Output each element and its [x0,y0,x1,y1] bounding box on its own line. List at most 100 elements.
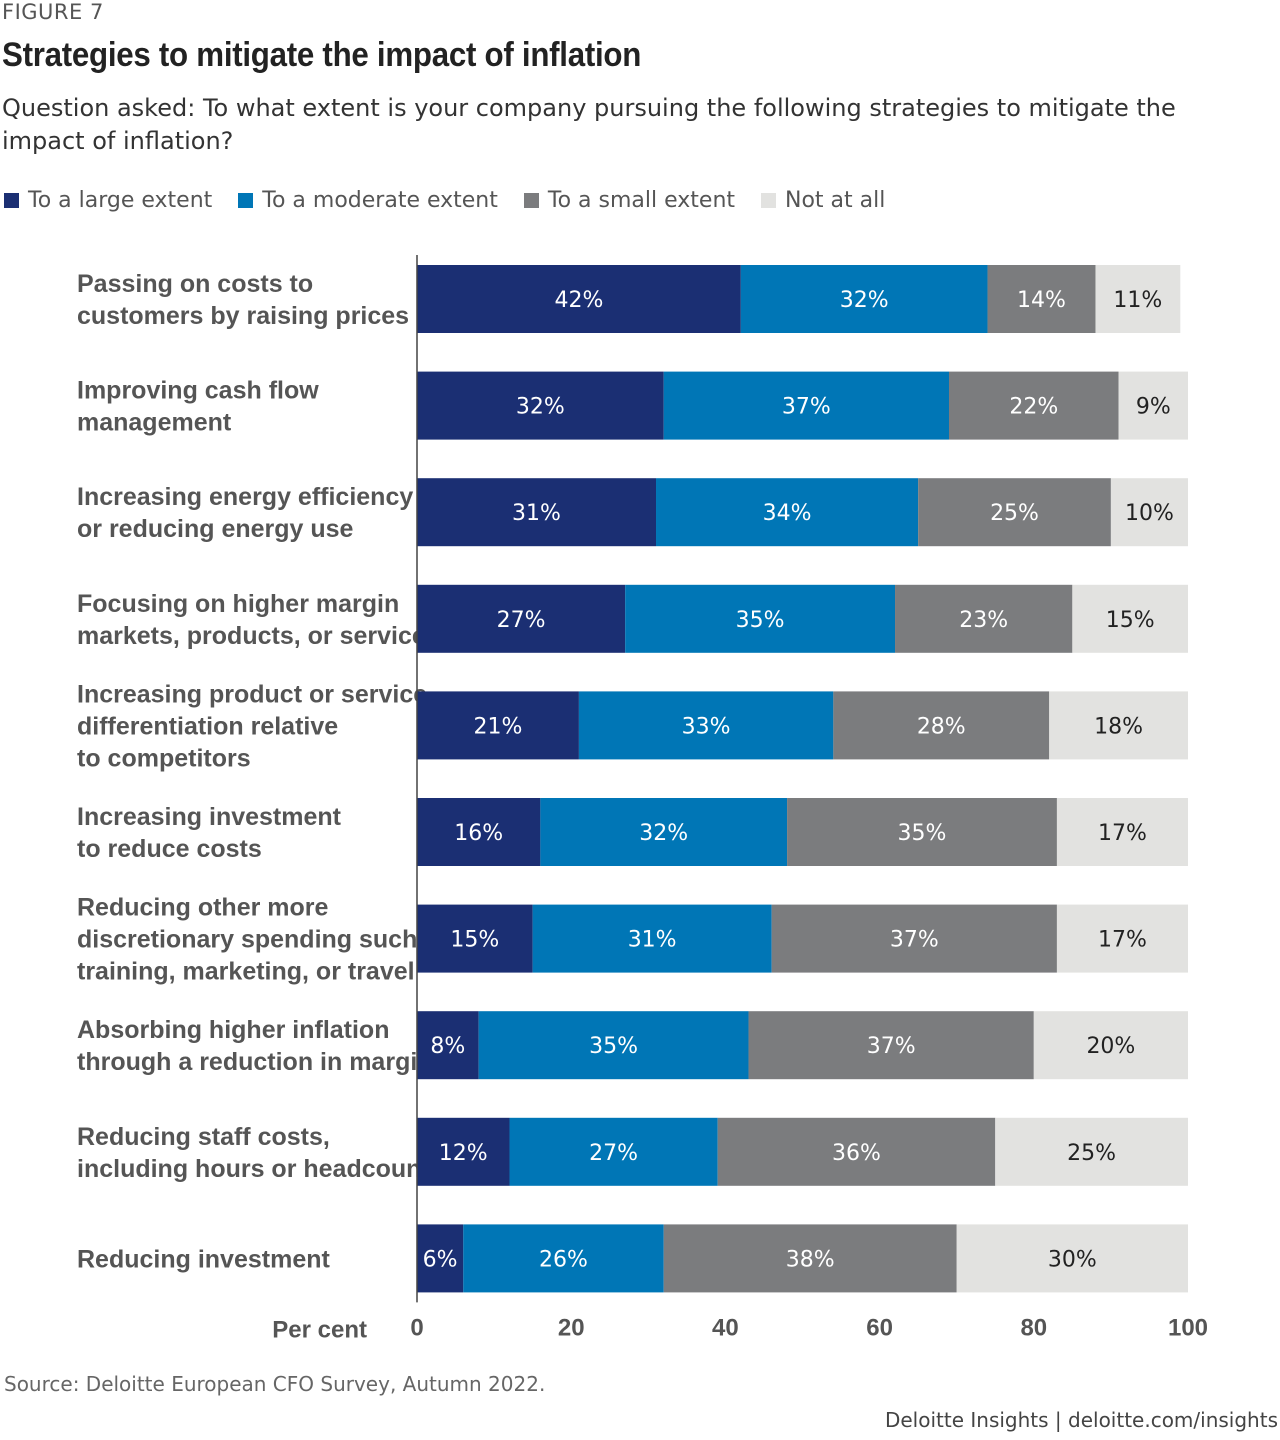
bar-segment-moderate [740,265,988,333]
bar-segment-none [1072,584,1188,653]
data-label-large: 6% [423,1247,458,1272]
data-label-moderate: 35% [736,608,785,633]
data-label-large: 12% [439,1141,488,1166]
bar-segment-none [1095,265,1181,333]
data-label-small: 14% [1017,288,1066,313]
data-label-large: 42% [554,288,603,313]
legend-item-large: To a large extent [4,188,212,213]
bar-segment-moderate [532,904,772,973]
bar-segment-moderate [540,798,788,866]
legend: To a large extent To a moderate extent T… [4,188,885,213]
data-label-large: 15% [450,928,499,953]
data-label-none: 30% [1048,1247,1097,1272]
bar-segment-small [918,478,1111,547]
bar-segment-large [417,798,541,866]
data-label-moderate: 32% [840,288,889,313]
data-label-large: 31% [512,501,561,526]
category-label: Increasing investment to reduce costs [77,803,342,863]
bar-segment-small [987,265,1096,333]
data-label-none: 18% [1094,714,1143,739]
bar-segment-large [417,371,664,440]
data-label-small: 22% [1009,395,1058,420]
data-label-none: 25% [1067,1141,1116,1166]
bar-segment-moderate [463,1224,664,1293]
bar-segment-none [1049,691,1188,760]
data-label-moderate: 37% [782,395,831,420]
data-label-moderate: 27% [589,1141,638,1166]
data-label-none: 11% [1113,288,1162,313]
data-label-moderate: 34% [763,501,812,526]
data-label-none: 15% [1106,608,1155,633]
data-label-small: 37% [867,1034,916,1059]
source-note: Source: Deloitte European CFO Survey, Au… [4,1372,546,1396]
legend-label-none: Not at all [785,188,886,213]
data-label-small: 37% [890,928,939,953]
bar-segment-large [417,1117,510,1186]
data-label-moderate: 32% [639,821,688,846]
category-label: Passing on costs to customers by raising … [77,270,409,330]
category-label: Reducing investment [77,1245,330,1273]
data-label-small: 28% [917,714,966,739]
legend-item-none: Not at all [761,188,885,213]
legend-label-small: To a small extent [547,188,736,213]
legend-swatch-none [761,193,777,208]
data-label-small: 23% [959,608,1008,633]
x-tick-label: 20 [558,1314,585,1341]
bar-segment-moderate [663,371,949,440]
chart-title: Strategies to mitigate the impact of inf… [2,36,642,74]
chart-subtitle: Question asked: To what extent is your c… [2,94,1176,155]
x-tick-label: 80 [1020,1314,1047,1341]
bar-segment-none [1110,478,1188,547]
category-label: Improving cash flow management [77,377,319,437]
legend-item-small: To a small extent [523,188,736,213]
category-label: Focusing on higher margin markets, produc… [77,590,440,650]
x-tick-label: 60 [866,1314,893,1341]
legend-swatch-moderate [238,193,254,208]
bar-segment-large [417,1011,479,1080]
bar-segment-none [995,1117,1188,1186]
bar-segment-none [1056,904,1188,973]
bar-segment-none [1056,798,1188,866]
data-label-none: 20% [1086,1034,1135,1059]
legend-item-moderate: To a moderate extent [238,188,498,213]
data-label-small: 36% [832,1141,881,1166]
figure-label: FIGURE 7 [2,0,104,24]
data-label-moderate: 26% [539,1247,588,1272]
bar-segment-none [1033,1011,1188,1080]
data-label-large: 8% [430,1034,465,1059]
data-label-none: 17% [1098,928,1147,953]
data-label-moderate: 33% [682,714,731,739]
data-label-large: 27% [497,608,546,633]
data-label-large: 21% [474,714,523,739]
data-label-small: 25% [990,501,1039,526]
bar-segment-moderate [478,1011,749,1080]
data-label-moderate: 35% [589,1034,638,1059]
bar-segment-large [417,1224,464,1293]
category-label: Absorbing higher inflation through a redu… [77,1016,446,1076]
data-label-small: 38% [786,1247,835,1272]
legend-swatch-large [4,193,19,208]
data-label-small: 35% [898,821,947,846]
bar-segment-moderate [509,1117,718,1186]
bar-segment-none [1118,371,1188,440]
bar-segment-small [717,1117,996,1186]
x-tick-label: 100 [1168,1314,1208,1341]
bar-segment-large [417,691,579,760]
data-label-large: 16% [454,821,503,846]
bar-segment-small [895,584,1073,653]
x-axis-title: Per cent [272,1316,367,1343]
bar-segment-large [417,584,626,653]
bar-segment-moderate [625,584,896,653]
category-label: Reducing staff costs, including hours or … [77,1123,430,1183]
data-label-none: 10% [1125,501,1174,526]
bar-segment-small [833,691,1050,760]
data-label-large: 32% [516,395,565,420]
legend-label-large: To a large extent [28,188,213,213]
bar-segment-small [663,1224,957,1293]
x-tick-label: 40 [712,1314,739,1341]
legend-label-moderate: To a moderate extent [262,188,498,213]
bar-segment-small [748,1011,1034,1080]
bar-segment-small [948,371,1119,440]
data-label-none: 9% [1136,395,1171,420]
bar-segment-small [787,798,1057,866]
